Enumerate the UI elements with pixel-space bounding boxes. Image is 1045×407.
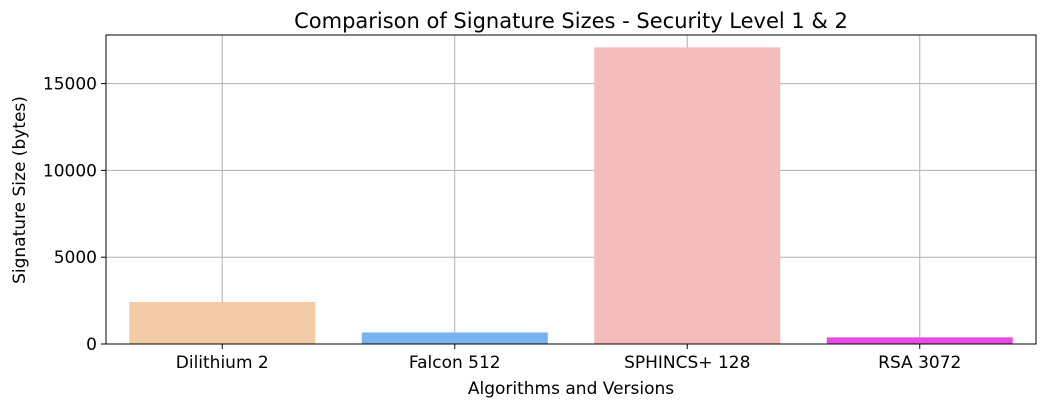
x-axis-label: Algorithms and Versions (468, 379, 674, 399)
bars (129, 47, 1013, 345)
plot-area-frame (105, 34, 1037, 345)
chart-title: Comparison of Signature Sizes - Security… (294, 9, 848, 33)
x-tick-label-1: Falcon 512 (409, 353, 501, 373)
x-axis-ticks: Dilithium 2 Falcon 512 SPHINCS+ 128 RSA 307… (176, 344, 961, 373)
y-tick-label-0: 0 (86, 335, 97, 355)
y-axis-label: Signature Size (bytes) (10, 96, 30, 284)
x-tick-label-3: RSA 3072 (878, 353, 961, 373)
bar-3 (826, 337, 1013, 344)
y-tick-label-1: 5000 (54, 248, 97, 268)
bar-0 (129, 301, 316, 344)
x-tick-label-2: SPHINCS+ 128 (624, 353, 750, 373)
x-tick-label-0: Dilithium 2 (176, 353, 269, 373)
y-tick-label-2: 10000 (43, 161, 97, 181)
grid-lines (106, 35, 1036, 345)
bar-2 (594, 47, 781, 345)
y-tick-label-3: 15000 (43, 75, 97, 95)
bar-1 (361, 332, 548, 344)
y-axis-ticks: 0 5000 10000 15000 (43, 75, 106, 355)
